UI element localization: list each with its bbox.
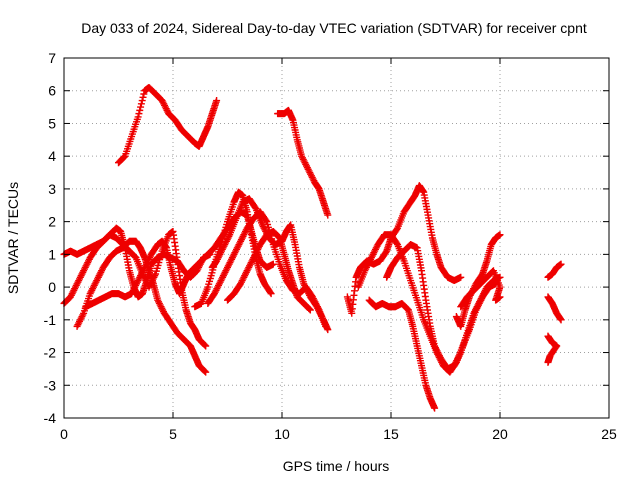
data-point xyxy=(201,341,209,349)
x-tick-label: 10 xyxy=(274,426,290,442)
data-points xyxy=(60,83,565,412)
data-point xyxy=(139,93,147,101)
y-axis-label: SDTVAR / TECUs xyxy=(5,182,21,294)
y-tick-label: 5 xyxy=(48,115,56,131)
series-arc-14 xyxy=(365,296,439,412)
data-point xyxy=(134,113,142,121)
data-point xyxy=(138,97,146,105)
data-point xyxy=(135,110,143,118)
y-tick-label: 7 xyxy=(48,50,56,66)
grid-lines xyxy=(64,58,609,418)
series-arc-10 xyxy=(224,227,314,314)
data-point xyxy=(201,367,209,375)
plot-frame xyxy=(63,57,610,419)
series-arc-1 xyxy=(115,83,221,167)
x-axis-label: GPS time / hours xyxy=(283,458,390,474)
data-point xyxy=(137,103,145,111)
data-point xyxy=(324,326,332,334)
series-arc-13 xyxy=(383,241,504,373)
y-tick-label: 2 xyxy=(48,214,56,230)
data-point xyxy=(557,260,565,268)
data-point xyxy=(202,342,210,350)
x-tick-label: 0 xyxy=(60,426,68,442)
y-tick-label: -3 xyxy=(44,377,57,393)
axis-ticks: 0 5 10 15 20 25 -4 -3 -2 -1 0 1 2 3 4 5 6 7 xyxy=(44,50,617,442)
series-arc-19 xyxy=(544,332,561,366)
data-point xyxy=(140,90,148,98)
data-point xyxy=(202,368,210,376)
data-point xyxy=(306,306,314,314)
data-point xyxy=(269,260,277,268)
y-tick-label: 1 xyxy=(48,246,56,262)
y-tick-label: 4 xyxy=(48,148,56,164)
series-arc-2 xyxy=(274,106,332,219)
series-arc-17 xyxy=(544,260,565,281)
data-point xyxy=(136,106,144,114)
y-tick-label: 3 xyxy=(48,181,56,197)
series-arc-9 xyxy=(208,195,332,334)
data-point xyxy=(457,273,465,281)
data-point xyxy=(557,316,565,324)
x-tick-label: 20 xyxy=(492,426,508,442)
series-arc-16 xyxy=(457,267,504,311)
series-arc-18 xyxy=(544,293,565,324)
data-point xyxy=(431,404,439,412)
x-tick-label: 25 xyxy=(601,426,617,442)
data-point xyxy=(306,305,314,313)
x-tick-label: 5 xyxy=(169,426,177,442)
data-point xyxy=(213,97,221,105)
x-tick-label: 15 xyxy=(383,426,399,442)
data-point xyxy=(267,290,275,298)
y-tick-label: 0 xyxy=(48,279,56,295)
series-arc-6 xyxy=(82,208,277,311)
data-point xyxy=(496,293,504,301)
data-point xyxy=(266,288,274,296)
y-tick-label: 6 xyxy=(48,83,56,99)
data-point xyxy=(496,231,504,239)
y-tick-label: -2 xyxy=(44,345,57,361)
chart-title: Day 033 of 2024, Sidereal Day-to-day VTE… xyxy=(81,20,587,36)
y-tick-label: -4 xyxy=(44,410,57,426)
data-point xyxy=(544,358,552,366)
y-tick-label: -1 xyxy=(44,312,57,328)
series-arc-4 xyxy=(73,237,210,376)
data-point xyxy=(324,211,332,219)
data-point xyxy=(137,100,145,108)
